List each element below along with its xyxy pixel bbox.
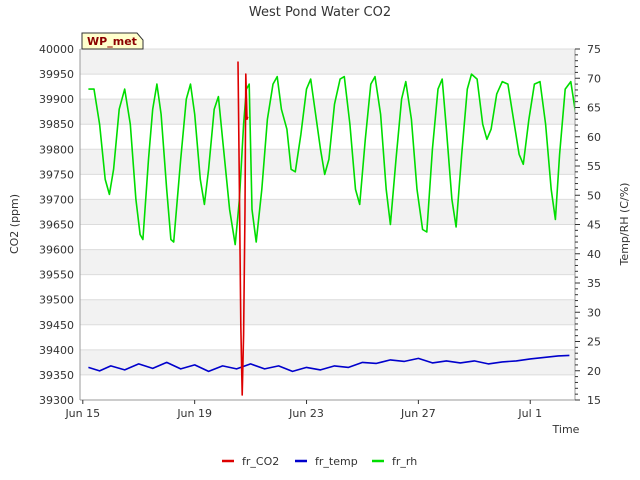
legend: fr_CO2 fr_temp fr_rh [222, 455, 417, 468]
x-tick-label: Jun 27 [400, 407, 436, 420]
plot-band [80, 249, 575, 275]
y-axis-label-left: CO2 (ppm) [8, 194, 21, 254]
x-tick-label: Jun 15 [64, 407, 100, 420]
left-tick-label: 39700 [39, 193, 74, 206]
right-tick-label: 15 [587, 394, 601, 407]
left-tick-label: 40000 [39, 43, 74, 56]
legend-label-fr_rh: fr_rh [392, 455, 417, 468]
left-tick-label: 39900 [39, 93, 74, 106]
left-tick-label: 39750 [39, 168, 74, 181]
legend-label-fr_temp: fr_temp [315, 455, 358, 468]
right-tick-label: 60 [587, 131, 601, 144]
right-tick-label: 45 [587, 219, 601, 232]
left-tick-label: 39850 [39, 118, 74, 131]
x-tick-label: Jul 1 [517, 407, 542, 420]
x-tick-label: Jun 23 [288, 407, 324, 420]
right-tick-label: 65 [587, 102, 601, 115]
right-axis-ticks: 15 20 25 30 35 40 45 50 55 60 65 70 75 [575, 43, 601, 407]
right-tick-label: 50 [587, 189, 601, 202]
left-tick-label: 39600 [39, 244, 74, 257]
left-tick-label: 39950 [39, 68, 74, 81]
left-tick-label: 39450 [39, 319, 74, 332]
x-axis-ticks: Jun 15 Jun 19 Jun 23 Jun 27 Jul 1 [64, 400, 542, 420]
left-tick-label: 39500 [39, 294, 74, 307]
legend-label-fr_CO2: fr_CO2 [242, 455, 279, 468]
plot-band [80, 199, 575, 225]
right-tick-label: 30 [587, 306, 601, 319]
series-line-fr_CO2 [237, 61, 249, 396]
series-line-fr_rh [88, 73, 575, 246]
left-tick-label: 39400 [39, 344, 74, 357]
plot-band [80, 349, 575, 375]
right-tick-label: 35 [587, 277, 601, 290]
station-badge-label: WP_met [87, 35, 137, 48]
series-line-fr_temp [88, 354, 570, 373]
x-tick-label: Jun 19 [176, 407, 212, 420]
series-layer [88, 61, 575, 396]
y-axis-label-right: Temp/RH (C/%) [618, 183, 631, 267]
right-tick-label: 40 [587, 248, 601, 261]
chart-title: West Pond Water CO2 [249, 5, 391, 20]
station-badge: WP_met [81, 32, 144, 50]
left-tick-label: 39650 [39, 219, 74, 232]
right-tick-label: 20 [587, 365, 601, 378]
right-tick-label: 70 [587, 72, 601, 85]
left-tick-label: 39800 [39, 143, 74, 156]
right-tick-label: 55 [587, 160, 601, 173]
plot-band [80, 49, 575, 75]
left-tick-label: 39300 [39, 394, 74, 407]
x-axis-label: Time [552, 423, 580, 436]
right-tick-label: 75 [587, 43, 601, 56]
right-tick-label: 25 [587, 336, 601, 349]
plot-band [80, 299, 575, 325]
left-axis-ticks: 39300 39350 39400 39450 39500 39550 39600 39650… [39, 43, 74, 407]
left-tick-label: 39550 [39, 269, 74, 282]
left-tick-label: 39350 [39, 369, 74, 382]
